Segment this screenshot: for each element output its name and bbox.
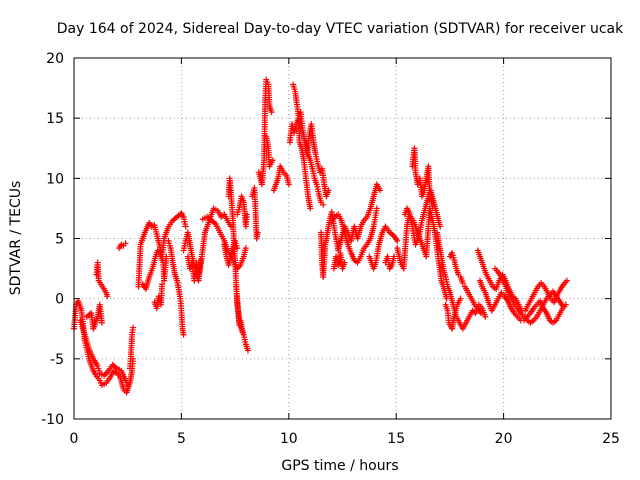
- y-tick-label: -5: [50, 352, 64, 368]
- data-point: [269, 157, 276, 164]
- data-point: [394, 237, 401, 244]
- data-point: [320, 201, 327, 208]
- data-point: [325, 187, 332, 194]
- y-tick-label: 10: [46, 171, 64, 187]
- data-point: [482, 313, 489, 320]
- data-point: [341, 259, 348, 266]
- x-tick-label: 10: [280, 431, 298, 447]
- data-point: [307, 205, 314, 212]
- data-point: [373, 205, 380, 212]
- data-point: [104, 293, 111, 300]
- data-point: [559, 302, 566, 309]
- data-point: [243, 211, 250, 218]
- x-tick-label: 5: [177, 431, 186, 447]
- data-point: [239, 329, 246, 336]
- data-point: [242, 245, 249, 252]
- data-point: [197, 257, 204, 264]
- data-point: [180, 331, 187, 338]
- data-point: [254, 229, 261, 236]
- data-point: [130, 324, 137, 331]
- data-point: [437, 223, 444, 230]
- data-point: [124, 382, 131, 389]
- plot-frame: [73, 57, 612, 420]
- x-axis-label: GPS time / hours: [281, 458, 398, 474]
- x-tick-label: 15: [387, 431, 405, 447]
- y-tick-label: 0: [55, 292, 64, 308]
- data-point: [478, 310, 485, 317]
- data-points: [71, 76, 570, 396]
- data-point: [234, 245, 241, 252]
- data-point: [182, 223, 189, 230]
- data-point: [377, 187, 384, 194]
- y-axis-label: SDTVAR / TECUs: [8, 181, 24, 296]
- data-point: [244, 347, 251, 354]
- data-point: [391, 253, 398, 260]
- chart-title: Day 164 of 2024, Sidereal Day-to-day VTE…: [57, 21, 624, 37]
- data-point: [457, 295, 464, 302]
- data-point: [429, 205, 436, 212]
- y-tick-label: 20: [46, 51, 64, 67]
- data-point: [563, 277, 570, 284]
- y-tick-label: 5: [55, 232, 64, 248]
- data-point: [459, 280, 466, 287]
- y-tick-label: 15: [46, 111, 64, 127]
- data-point: [122, 240, 129, 247]
- x-tick-label: 0: [70, 431, 79, 447]
- x-tick-label: 25: [602, 431, 620, 447]
- data-point: [285, 181, 292, 188]
- x-tick-label: 20: [495, 431, 513, 447]
- data-point: [268, 109, 275, 116]
- data-point: [98, 319, 105, 326]
- data-point: [159, 281, 166, 288]
- y-tick-label: -10: [41, 412, 64, 428]
- data-point: [163, 253, 170, 260]
